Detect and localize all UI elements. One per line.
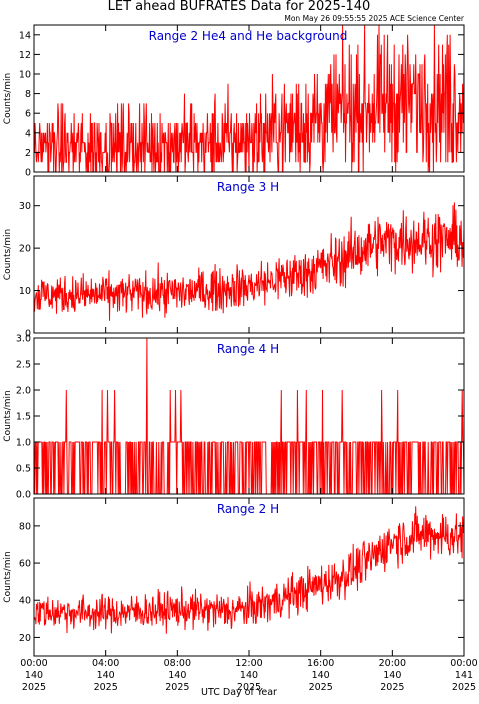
panel-label: Range 4 H	[217, 342, 279, 356]
x-tick-label-doy: 140	[383, 670, 401, 681]
y-tick-label: 10	[19, 286, 31, 297]
panels: 0 2 4 6 8 10 12 14 Range 2 He4 and He background…	[3, 24, 465, 657]
series-line-panel-1	[34, 25, 464, 172]
x-tick-label-time: 16:00	[307, 658, 334, 669]
panel-2: 0 10 20 30 Range 3 H Counts/min	[3, 175, 465, 340]
x-axis: 00:00140202504:00140202508:00140202512:0…	[20, 658, 477, 693]
x-tick-label-time: 12:00	[235, 658, 262, 669]
panel-4: 20 40 60 80 Range 2 H Counts/min	[3, 497, 465, 657]
x-tick-label-doy: 140	[240, 670, 258, 681]
panel-3: 0.0 0.5 1.0 1.5 2.0 2.5 3.0 Range 4 H Counts/min	[3, 334, 465, 501]
series-line-panel-4	[34, 506, 464, 634]
x-tick-label-year: 2025	[165, 682, 189, 693]
y-tick-label: 1.5	[16, 412, 31, 423]
panel-label: Range 3 H	[217, 180, 279, 194]
y-tick-label: 3.0	[16, 334, 31, 345]
x-tick-label-year: 2025	[237, 682, 261, 693]
x-tick-label-time: 04:00	[92, 658, 119, 669]
y-tick-label: 10	[19, 70, 31, 81]
plot-frame-panel-4	[33, 497, 465, 657]
y-tick-label: 0	[25, 168, 31, 179]
plot-frame-panel-2	[33, 175, 465, 334]
y-tick-label: 14	[19, 30, 31, 41]
panel-1: 0 2 4 6 8 10 12 14 Range 2 He4 and He background…	[3, 24, 465, 179]
panel-label: Range 2 H	[217, 502, 279, 516]
x-tick-label-year: 2025	[22, 682, 46, 693]
x-tick-label-year: 2025	[309, 682, 333, 693]
series-line-panel-3	[34, 338, 464, 494]
x-tick-label-doy: 141	[455, 670, 473, 681]
y-axis-label: Counts/min	[3, 551, 13, 602]
y-tick-label: 2.0	[16, 386, 31, 397]
timestamp: Mon May 26 09:55:55 2025 ACE Science Cen…	[284, 14, 465, 23]
y-tick-label: 1.0	[16, 438, 31, 449]
series-line-panel-2	[34, 202, 464, 321]
x-tick-label-doy: 140	[25, 670, 43, 681]
x-tick-label-time: 20:00	[379, 658, 406, 669]
y-tick-label: 0.0	[16, 490, 31, 501]
y-tick-label: 80	[19, 521, 31, 532]
y-tick-label: 2.5	[16, 360, 31, 371]
panel-label: Range 2 He4 and He background	[149, 29, 348, 43]
y-tick-label: 8	[25, 89, 31, 100]
y-tick-label: 60	[19, 559, 31, 570]
y-tick-label: 20	[19, 244, 31, 255]
x-tick-label-time: 08:00	[164, 658, 191, 669]
x-tick-label-year: 2025	[452, 682, 476, 693]
y-tick-label: 6	[25, 109, 31, 120]
y-tick-label: 20	[19, 633, 31, 644]
y-tick-label: 40	[19, 596, 31, 607]
x-axis-label: UTC Day of Year	[201, 687, 277, 698]
y-tick-label: 30	[19, 201, 31, 212]
y-tick-label: 12	[19, 50, 31, 61]
x-tick-label-year: 2025	[380, 682, 404, 693]
y-tick-label: 2	[25, 148, 31, 159]
y-axis-label: Counts/min	[3, 229, 13, 280]
y-tick-label: 4	[25, 128, 31, 139]
x-tick-label-year: 2025	[94, 682, 118, 693]
y-axis-label: Counts/min	[3, 73, 13, 124]
x-tick-label-time: 00:00	[450, 658, 477, 669]
y-axis-label: Counts/min	[3, 390, 13, 441]
y-tick-label: 0	[25, 329, 31, 340]
x-tick-label-time: 00:00	[20, 658, 47, 669]
chart-title: LET ahead BUFRATES Data for 2025-140	[108, 0, 371, 14]
x-tick-label-doy: 140	[312, 670, 330, 681]
x-tick-label-doy: 140	[97, 670, 115, 681]
y-tick-label: 0.5	[16, 464, 31, 475]
x-tick-label-doy: 140	[168, 670, 186, 681]
